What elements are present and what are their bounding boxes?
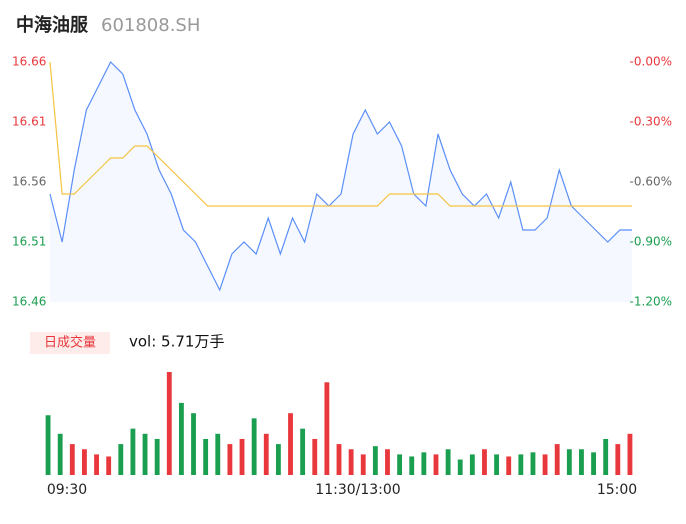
volume-bar (251, 418, 257, 475)
y-tick-label: 16.51 (12, 235, 46, 249)
volume-bar (312, 438, 318, 475)
volume-bar (433, 454, 439, 475)
x-tick-label: 09:30 (47, 482, 87, 498)
volume-bar (445, 449, 451, 475)
volume-bar (457, 459, 463, 475)
volume-bar (482, 449, 487, 475)
volume-bar (94, 454, 99, 475)
price-area (50, 62, 632, 302)
volume-bar (397, 454, 403, 475)
volume-bar (494, 454, 500, 475)
volume-bar (360, 454, 366, 475)
volume-bar (69, 444, 75, 475)
volume-bar (591, 452, 596, 475)
volume-bar (469, 454, 475, 475)
volume-bar (518, 454, 524, 475)
y2-tick-label: -1.20% (630, 295, 672, 309)
x-tick-label: 11:30/13:00 (315, 482, 400, 498)
volume-bar (166, 372, 172, 475)
volume-bar (118, 444, 124, 475)
volume-bar (324, 382, 330, 475)
volume-bar (530, 452, 536, 475)
volume-bar (263, 433, 269, 475)
y2-tick-label: -0.90% (630, 235, 672, 249)
volume-bar (142, 433, 148, 475)
price-line (49, 60, 632, 292)
volume-label-bg (30, 332, 110, 354)
volume-bar (542, 454, 548, 475)
x-tick-label: 15:00 (597, 482, 637, 498)
y2-tick-label: -0.60% (630, 175, 672, 189)
volume-bar (203, 438, 209, 475)
volume-bar (154, 438, 160, 475)
volume-bar (579, 449, 584, 475)
volume-bar (215, 433, 221, 475)
volume-bar (275, 444, 281, 475)
stock-code: 601808.SH (101, 15, 200, 36)
y-tick-label: 16.61 (12, 115, 46, 129)
volume-annotation: vol: 5.71万手 (129, 333, 224, 351)
volume-bar (82, 449, 87, 475)
volume-bar (506, 456, 512, 475)
volume-label: 日成交量 (44, 335, 96, 351)
volume-bar (227, 444, 233, 475)
volume-bar (615, 444, 621, 475)
volume-bar (45, 415, 51, 475)
y2-tick-label: -0.30% (630, 115, 672, 129)
volume-bar (57, 433, 63, 475)
volume-bar (336, 444, 342, 475)
volume-bar (554, 444, 560, 475)
volume-bar (300, 428, 306, 475)
volume-bar (348, 449, 354, 475)
volume-bar (409, 456, 415, 475)
volume-bar (385, 449, 390, 475)
volume-bar (191, 413, 196, 475)
volume-bar (106, 456, 112, 475)
volume-bar (288, 413, 293, 475)
volume-bar (421, 452, 427, 475)
volume-bar (627, 433, 633, 475)
y-tick-label: 16.56 (12, 175, 46, 189)
stock-name: 中海油服 (16, 14, 89, 36)
y-tick-label: 16.46 (12, 295, 46, 309)
volume-bar (239, 438, 245, 475)
volume-bar (178, 402, 184, 475)
y2-tick-label: -0.00% (630, 55, 672, 69)
volume-bar (372, 446, 378, 475)
average-line (49, 61, 632, 207)
volume-bar (130, 428, 136, 475)
volume-bar (566, 449, 572, 475)
volume-bar (603, 438, 609, 475)
y-tick-label: 16.66 (12, 55, 46, 69)
